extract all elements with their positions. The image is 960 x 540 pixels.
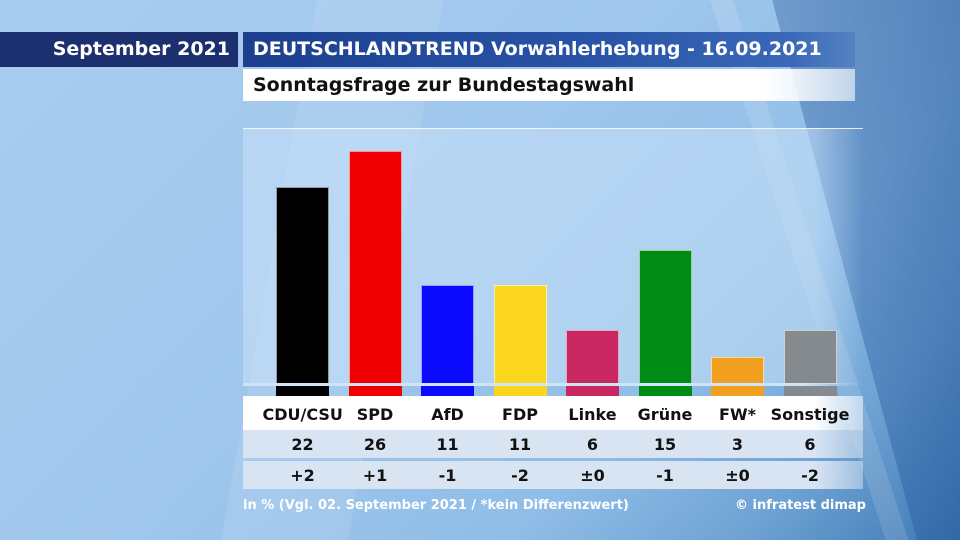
bar-sonstige bbox=[783, 330, 837, 384]
bar-afd bbox=[421, 285, 474, 384]
page-title: DEUTSCHLANDTREND Vorwahlerhebung - 16.09… bbox=[243, 32, 855, 67]
bar-fdp bbox=[493, 285, 547, 384]
value-label: 6 bbox=[804, 435, 816, 454]
category-label: CDU/CSU bbox=[262, 405, 343, 424]
bar-stub bbox=[566, 386, 619, 396]
bar-gr-ne bbox=[638, 249, 692, 384]
value-label: 11 bbox=[508, 435, 532, 454]
difference-label: ±0 bbox=[725, 466, 750, 485]
chart-baseline bbox=[243, 383, 863, 386]
value-label: 26 bbox=[363, 435, 387, 454]
bar-spd bbox=[348, 151, 402, 384]
bar-cdu-csu bbox=[276, 186, 329, 384]
chart-plot-area bbox=[243, 128, 863, 384]
value-label: 15 bbox=[653, 435, 677, 454]
bar-stub bbox=[348, 386, 402, 396]
difference-label: +1 bbox=[362, 466, 388, 485]
value-label-row: 22 26 11 11 6 15 3 6 bbox=[243, 430, 863, 458]
difference-label-row: +2 +1 -1 -2 ±0 -1 ±0 -2 bbox=[243, 461, 863, 489]
value-label: 22 bbox=[291, 435, 314, 454]
footnote: in % (Vgl. 02. September 2021 / *kein Di… bbox=[243, 498, 629, 513]
category-label: Sonstige bbox=[770, 405, 850, 424]
category-label: FW* bbox=[719, 405, 756, 424]
value-label: 6 bbox=[586, 435, 599, 454]
difference-label: -2 bbox=[801, 466, 819, 485]
difference-label: ±0 bbox=[580, 466, 605, 485]
bar-stub bbox=[276, 386, 329, 396]
category-label: AfD bbox=[431, 405, 464, 424]
bar-stub bbox=[638, 386, 692, 396]
difference-label: +2 bbox=[290, 466, 315, 485]
bar-stub bbox=[711, 386, 764, 396]
category-label: FDP bbox=[502, 405, 538, 424]
bar-fw bbox=[711, 357, 764, 384]
chart-subtitle: Sonntagsfrage zur Bundestagswahl bbox=[243, 69, 855, 101]
difference-label: -1 bbox=[656, 466, 674, 485]
source-credit: © infratest dimap bbox=[735, 498, 866, 513]
bar-stub bbox=[493, 386, 547, 396]
category-label-row: CDU/CSU SPD AfD FDP Linke Grüne FW* Sonstige bbox=[243, 396, 863, 430]
difference-label: -1 bbox=[438, 466, 457, 485]
value-label: 3 bbox=[731, 435, 744, 454]
bar-linke bbox=[566, 330, 619, 384]
bar-stub bbox=[783, 386, 837, 396]
bar-stub bbox=[421, 386, 474, 396]
category-label: Grüne bbox=[637, 405, 693, 424]
month-label: September 2021 bbox=[0, 32, 238, 67]
difference-label: -2 bbox=[511, 466, 529, 485]
category-label: Linke bbox=[568, 405, 617, 424]
value-label: 11 bbox=[436, 435, 459, 454]
category-label: SPD bbox=[356, 405, 394, 424]
